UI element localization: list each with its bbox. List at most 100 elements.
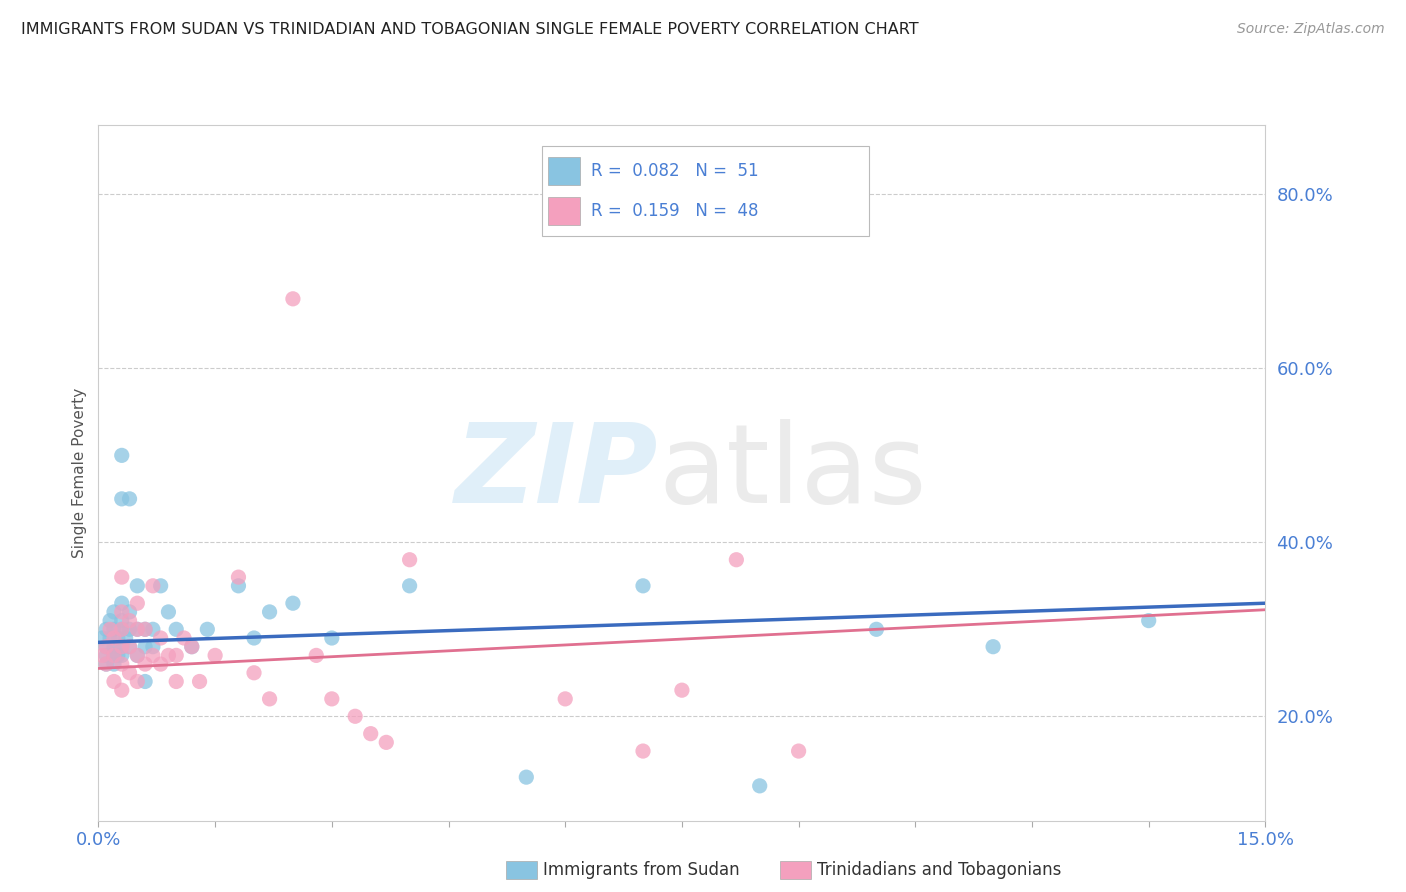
Point	[96, 640, 118, 654]
Point	[103, 623, 125, 637]
Point	[118, 623, 141, 637]
Point	[96, 648, 118, 663]
Point	[134, 640, 156, 654]
Point	[243, 631, 266, 645]
Point	[96, 657, 118, 671]
Point	[118, 605, 141, 619]
Point	[111, 640, 134, 654]
Point	[103, 640, 125, 654]
Point	[631, 744, 654, 758]
Point	[111, 448, 134, 462]
Text: R =  0.159   N =  48: R = 0.159 N = 48	[591, 202, 758, 219]
Point	[165, 648, 187, 663]
Point	[127, 648, 149, 663]
Point	[157, 648, 180, 663]
Point	[118, 640, 141, 654]
Point	[111, 605, 134, 619]
Point	[142, 623, 165, 637]
Point	[748, 779, 770, 793]
Point	[149, 631, 172, 645]
Point	[149, 579, 172, 593]
Point	[127, 596, 149, 610]
Point	[305, 648, 328, 663]
Point	[321, 692, 343, 706]
Point	[243, 665, 266, 680]
Point	[103, 648, 125, 663]
Point	[111, 623, 134, 637]
Point	[118, 491, 141, 506]
Point	[103, 674, 125, 689]
Point	[360, 726, 382, 740]
Point	[195, 623, 218, 637]
Point	[134, 623, 156, 637]
Point	[111, 657, 134, 671]
Point	[188, 674, 211, 689]
Text: Immigrants from Sudan: Immigrants from Sudan	[543, 861, 740, 879]
Point	[321, 631, 343, 645]
Point	[111, 683, 134, 698]
Point	[865, 623, 887, 637]
Point	[111, 596, 134, 610]
Text: ZIP: ZIP	[456, 419, 658, 526]
Point	[281, 292, 304, 306]
Point	[981, 640, 1004, 654]
Point	[111, 640, 134, 654]
Point	[91, 631, 114, 645]
Point	[554, 692, 576, 706]
Point	[103, 631, 125, 645]
Point	[114, 631, 136, 645]
Point	[398, 552, 420, 567]
Point	[127, 648, 149, 663]
Point	[107, 648, 129, 663]
Point	[228, 579, 250, 593]
Point	[103, 648, 125, 663]
Point	[725, 552, 748, 567]
Point	[134, 623, 156, 637]
Point	[142, 579, 165, 593]
Point	[111, 623, 134, 637]
Point	[515, 770, 537, 784]
Point	[671, 683, 693, 698]
Point	[96, 640, 118, 654]
Point	[111, 491, 134, 506]
Point	[98, 623, 121, 637]
Point	[281, 596, 304, 610]
Point	[344, 709, 367, 723]
Point	[165, 623, 187, 637]
Point	[127, 623, 149, 637]
Point	[142, 648, 165, 663]
Point	[787, 744, 810, 758]
Point	[127, 674, 149, 689]
Point	[111, 570, 134, 584]
Point	[165, 674, 187, 689]
Point	[118, 640, 141, 654]
Point	[118, 665, 141, 680]
Point	[398, 579, 420, 593]
Point	[631, 579, 654, 593]
Point	[107, 631, 129, 645]
Point	[111, 648, 134, 663]
Point	[96, 657, 118, 671]
Point	[375, 735, 398, 749]
Text: IMMIGRANTS FROM SUDAN VS TRINIDADIAN AND TOBAGONIAN SINGLE FEMALE POVERTY CORREL: IMMIGRANTS FROM SUDAN VS TRINIDADIAN AND…	[21, 22, 918, 37]
Point	[91, 648, 114, 663]
Point	[142, 640, 165, 654]
Point	[103, 657, 125, 671]
Point	[173, 631, 195, 645]
Point	[134, 674, 156, 689]
Point	[149, 657, 172, 671]
Point	[118, 614, 141, 628]
Text: R =  0.082   N =  51: R = 0.082 N = 51	[591, 162, 758, 180]
Point	[180, 640, 202, 654]
Point	[127, 623, 149, 637]
Point	[1137, 614, 1160, 628]
Point	[103, 605, 125, 619]
Point	[96, 623, 118, 637]
Text: atlas: atlas	[658, 419, 927, 526]
Point	[127, 579, 149, 593]
Y-axis label: Single Female Poverty: Single Female Poverty	[72, 388, 87, 558]
Text: Trinidadians and Tobagonians: Trinidadians and Tobagonians	[817, 861, 1062, 879]
Point	[204, 648, 226, 663]
Point	[157, 605, 180, 619]
Text: Source: ZipAtlas.com: Source: ZipAtlas.com	[1237, 22, 1385, 37]
